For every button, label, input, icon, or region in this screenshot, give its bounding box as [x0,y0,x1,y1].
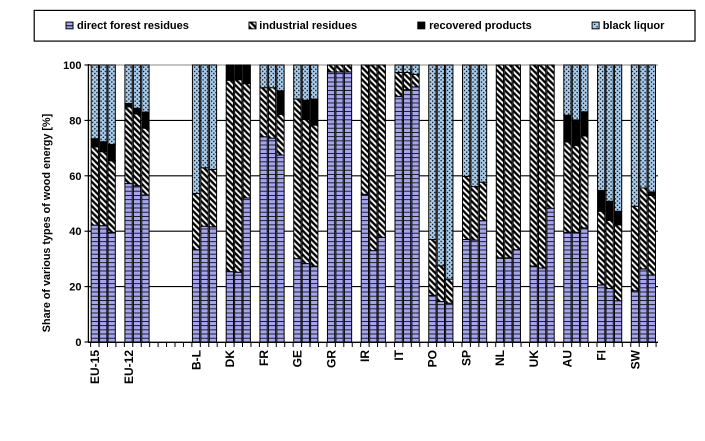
svg-text:GR: GR [324,350,338,368]
svg-text:DK: DK [223,350,237,368]
svg-text:SP: SP [459,350,473,366]
svg-text:Share of various types of wood: Share of various types of wood energy [%… [41,114,53,332]
svg-text:NL: NL [493,350,507,366]
svg-text:recovered products: recovered products [429,20,532,32]
svg-text:industrial residues: industrial residues [259,20,357,32]
svg-text:B-L: B-L [189,350,203,370]
svg-text:40: 40 [69,226,81,238]
svg-text:EU-12: EU-12 [122,350,136,384]
svg-text:AU: AU [561,350,575,367]
svg-text:PO: PO [426,350,440,367]
svg-text:60: 60 [69,171,81,183]
svg-text:0: 0 [75,337,81,349]
svg-text:direct forest residues: direct forest residues [77,20,189,32]
svg-text:FI: FI [595,350,609,361]
svg-text:80: 80 [69,115,81,127]
svg-text:black liquor: black liquor [603,20,665,32]
svg-text:FR: FR [257,350,271,366]
svg-text:EU-15: EU-15 [88,350,102,384]
svg-text:100: 100 [63,60,81,72]
svg-text:SW: SW [628,349,642,369]
svg-text:IR: IR [358,350,372,362]
svg-text:GE: GE [291,350,305,367]
svg-text:IT: IT [392,349,406,360]
svg-text:UK: UK [527,350,541,368]
svg-text:20: 20 [69,282,81,294]
